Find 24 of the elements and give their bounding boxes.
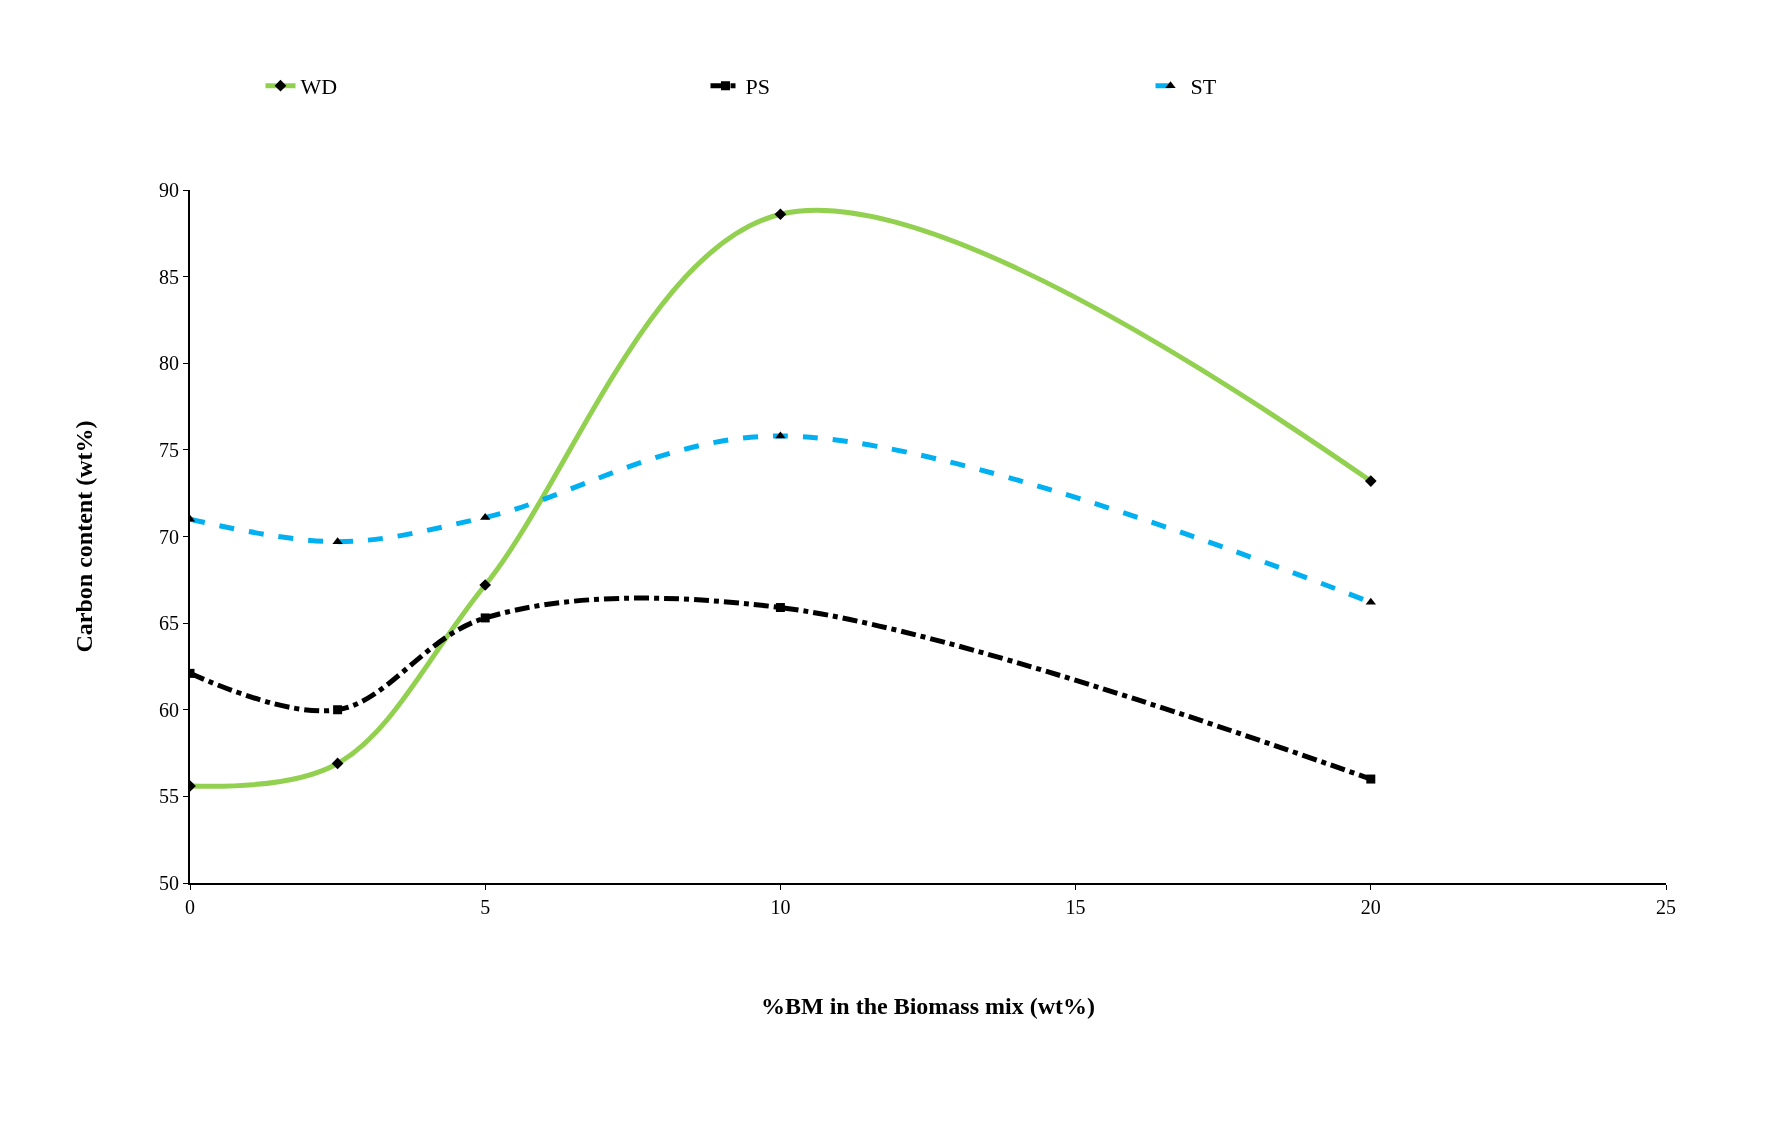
y-tick-label: 85 [159, 265, 179, 288]
x-tick-label: 15 [1065, 896, 1086, 918]
point [333, 705, 343, 715]
y-tick-label: 55 [159, 785, 179, 808]
y-tick-label: 50 [159, 872, 179, 894]
x-tick-label: 5 [480, 896, 491, 918]
y-tick-label: 70 [159, 525, 179, 548]
legend-label: PS [745, 74, 770, 100]
point [1366, 774, 1376, 784]
legend-label: WD [300, 74, 338, 100]
x-tick-label: 0 [185, 896, 195, 918]
x-tick-label: 20 [1360, 896, 1381, 918]
point [775, 603, 785, 613]
y-axis-title: Carbon content (wt%) [70, 420, 97, 653]
point [480, 613, 490, 623]
y-tick-label: 80 [159, 352, 179, 375]
y-tick-label: 60 [159, 698, 179, 721]
x-tick-label: 10 [770, 896, 791, 918]
legend-label: ST [1190, 74, 1217, 100]
x-tick-label: 25 [1656, 896, 1676, 918]
x-axis-title: %BM in the Biomass mix (wt%) [761, 992, 1095, 1019]
y-tick-label: 90 [159, 179, 179, 201]
y-tick-label: 65 [159, 612, 179, 635]
y-tick-label: 75 [159, 438, 179, 461]
